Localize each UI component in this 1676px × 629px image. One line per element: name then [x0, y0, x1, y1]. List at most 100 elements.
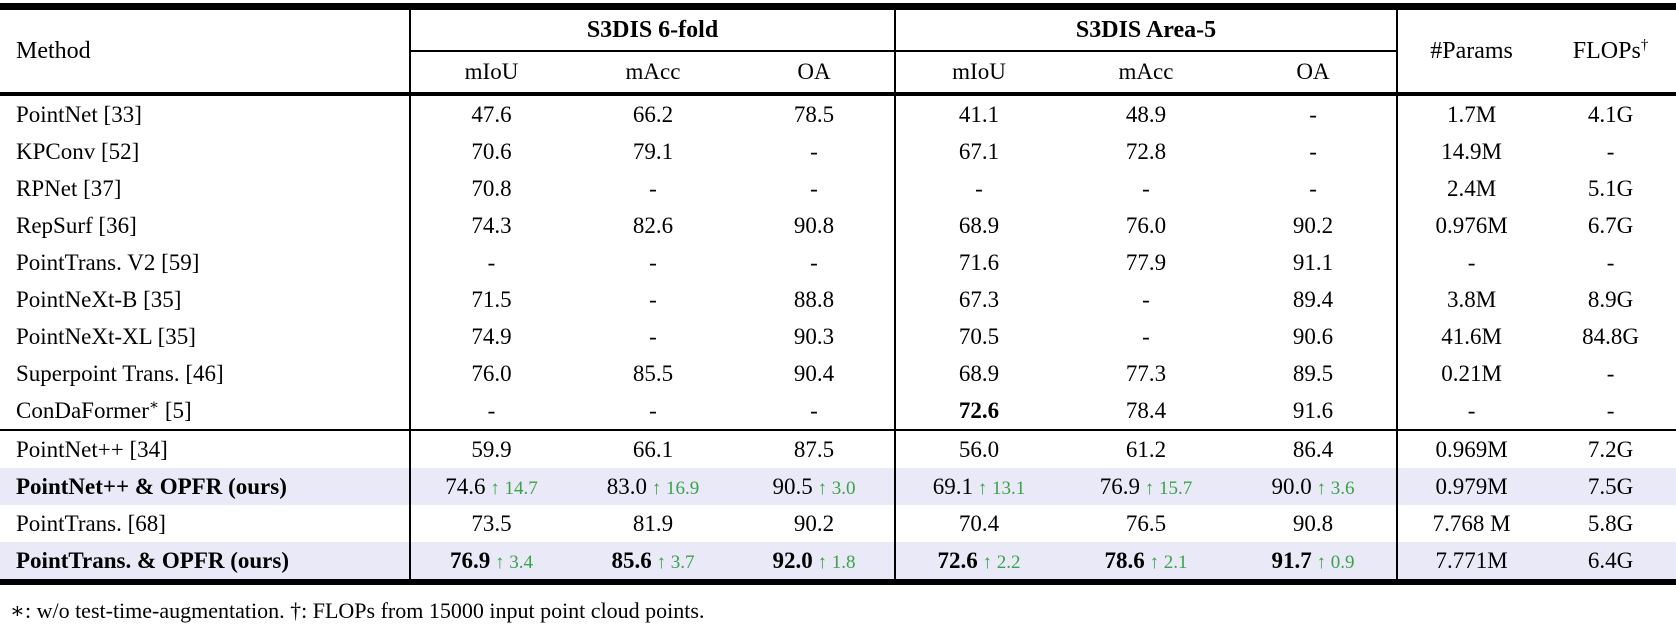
value-cell: 90.6: [1292, 323, 1334, 349]
value-cell: 67.3: [894, 281, 1063, 318]
method-cell: PointNet [33]: [0, 92, 410, 133]
metric-value: 72.6: [937, 547, 978, 573]
value-cell: 90.3: [793, 323, 835, 349]
value-cell: 76.9 ↑ 15.7: [1062, 468, 1230, 505]
flops-column-header: FLOPs†: [1545, 7, 1676, 95]
metric-value: 76.9: [450, 547, 491, 573]
method-cell: PointTrans. & OPFR (ours): [16, 547, 290, 573]
metric-value: 78.6: [1104, 547, 1145, 573]
value-cell: -: [649, 397, 657, 423]
value-cell: 78.6 ↑ 2.1: [1062, 542, 1230, 582]
value-cell: 3.8M: [1396, 281, 1546, 318]
value-cell: 90.0 ↑ 3.6: [1230, 468, 1397, 505]
value-cell: -: [1309, 175, 1317, 201]
value-cell: 4.1G: [1545, 92, 1676, 133]
metric-value: 90.5: [772, 473, 813, 499]
value-cell: 85.6 ↑ 3.7: [572, 542, 734, 582]
value-cell: 70.5: [894, 318, 1063, 355]
value-cell: 87.5: [734, 429, 896, 468]
value-cell: 48.9: [1062, 92, 1231, 133]
flops-label: FLOPs: [1572, 37, 1641, 64]
value-cell: 72.8: [1125, 138, 1167, 164]
method-cell: Superpoint Trans. [46]: [16, 360, 224, 386]
group-header-s3dis-area5: S3DIS Area-5: [894, 6, 1398, 52]
header-sub-row: mIoU mAcc OA mIoU mAcc OA: [0, 51, 1676, 94]
value-cell: -: [1142, 175, 1150, 201]
group-header-s3dis-6fold: S3DIS 6-fold: [408, 6, 896, 52]
method-cell: PointNeXt-XL [35]: [16, 323, 196, 349]
improvement-delta: ↑ 13.1: [973, 477, 1026, 499]
improvement-delta: ↑ 3.6: [1311, 477, 1355, 499]
value-cell: -: [894, 170, 1063, 207]
value-cell: 84.8G: [1582, 323, 1639, 349]
value-cell: 0.979M: [1396, 468, 1546, 505]
value-cell: 6.4G: [1587, 547, 1634, 573]
improvement-delta: ↑ 1.8: [812, 551, 856, 573]
value-cell: 6.7G: [1587, 212, 1634, 238]
method-cell: RPNet [37]: [16, 175, 122, 201]
value-cell: 88.8: [793, 286, 835, 312]
value-cell: 5.8G: [1587, 510, 1634, 536]
table-footnote: ∗: w/o test-time-augmentation. †: FLOPs …: [10, 598, 705, 623]
value-cell: -: [1396, 244, 1546, 281]
value-cell: -: [810, 175, 818, 201]
value-cell: -: [409, 392, 572, 430]
value-cell: 73.5: [409, 505, 572, 542]
col-header-oa-6fold: OA: [797, 59, 831, 84]
value-cell: 77.9: [1125, 249, 1167, 275]
value-cell: 59.9: [409, 429, 572, 468]
improvement-delta: ↑ 16.9: [647, 477, 700, 499]
value-cell: 89.4: [1292, 286, 1334, 312]
value-cell: 7.5G: [1587, 473, 1634, 499]
table-body: PointNet [33] 47.6 66.2 78.5 41.1 48.9-1.7M 4.…: [0, 92, 1676, 582]
header-group-row: Method S3DIS 6-fold S3DIS Area-5 #Params…: [0, 6, 1676, 94]
table-row: RPNet [37] 70.8 - - - - - 2.4M 5.1G: [0, 170, 1676, 207]
value-cell: 68.9: [894, 355, 1063, 392]
value-cell: 90.2: [1292, 212, 1334, 238]
value-cell: 72.6: [894, 392, 1063, 430]
method-cell: RepSurf [36]: [16, 212, 137, 238]
value-cell: 90.2: [793, 510, 835, 536]
value-cell: 66.1: [572, 429, 734, 468]
table-row: PointNeXt-B [35] 71.5 - 88.8 67.3 - 89.4 3.8M 8.…: [0, 281, 1676, 318]
metric-value: 83.0: [606, 473, 647, 499]
value-cell: -: [1230, 92, 1398, 133]
method-column-header: Method: [16, 37, 91, 64]
value-cell: 79.1: [632, 138, 674, 164]
value-cell: 74.9: [409, 318, 572, 355]
col-header-macc-area5: mAcc: [1118, 59, 1174, 84]
value-cell: -: [1606, 138, 1615, 164]
improvement-delta: ↑ 3.4: [490, 551, 533, 573]
method-cell: PointTrans. V2 [59]: [16, 249, 200, 275]
table-row: Superpoint Trans. [46] 76.0 85.5 90.4 68.9 77…: [0, 355, 1676, 392]
value-cell: 66.2: [572, 92, 734, 133]
value-cell: 76.0: [409, 355, 572, 392]
value-cell: 89.5: [1292, 360, 1334, 386]
improvement-delta: ↑ 14.7: [485, 477, 538, 499]
value-cell: 74.6 ↑ 14.7: [409, 468, 572, 505]
value-cell: -: [649, 323, 657, 349]
value-cell: -: [1142, 286, 1150, 312]
table-row: PointTrans. [68] 73.5 81.9 90.2 70.4 76.5 90.8…: [0, 505, 1676, 542]
dagger-icon: †: [1640, 36, 1649, 53]
table-header: Method S3DIS 6-fold S3DIS Area-5 #Params…: [0, 6, 1676, 94]
value-cell: -: [409, 244, 572, 281]
value-cell: 76.5: [1125, 510, 1167, 536]
value-cell: 56.0: [894, 429, 1063, 468]
metric-value: 69.1: [932, 473, 974, 499]
value-cell: 91.1: [1292, 249, 1334, 275]
value-cell: 71.5: [409, 281, 572, 318]
table-row: PointTrans. & OPFR (ours) 76.9 ↑ 3.4 85.6 …: [0, 542, 1676, 582]
method-cell: ConDaFormer∗ [5]: [16, 396, 192, 423]
metric-value: 74.6: [445, 473, 486, 499]
method-cell: PointNeXt-B [35]: [16, 286, 182, 312]
value-cell: 74.3: [409, 207, 572, 244]
value-cell: 14.9M: [1396, 133, 1546, 170]
value-cell: 90.4: [793, 360, 835, 386]
improvement-delta: ↑ 15.7: [1140, 477, 1193, 499]
value-cell: 7.768 M: [1396, 505, 1546, 542]
value-cell: 76.9 ↑ 3.4: [409, 542, 572, 582]
value-cell: 76.0: [1125, 212, 1167, 238]
value-cell: -: [1396, 392, 1546, 430]
